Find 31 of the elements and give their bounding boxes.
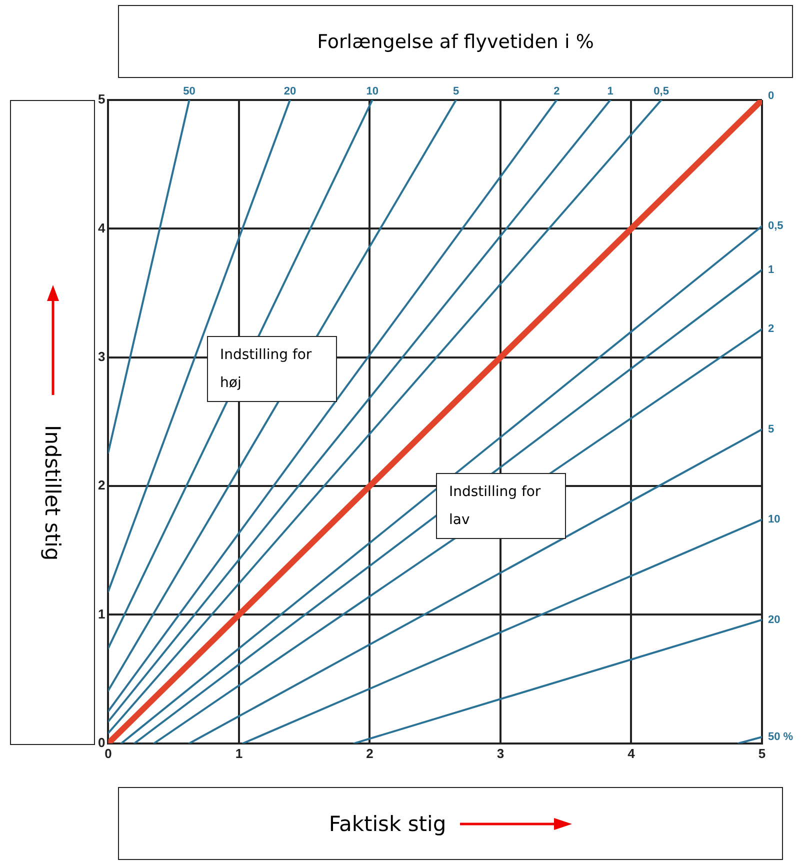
series-label: 2 [768,323,774,336]
annotation: Indstilling for lav [436,473,566,539]
series-label: 20 [284,86,296,98]
series-label: 1 [768,264,774,276]
chart-title: Forlængelse af flyvetiden i % [317,30,594,52]
x-tick-label: 4 [628,746,636,761]
y-axis-title: Indstillet stig [40,424,64,560]
x-tick-label: 2 [366,746,374,761]
series-label: 0,5 [768,220,784,232]
series-label: 10 [768,514,780,526]
series-label: 10 [366,86,378,98]
y-tick-label: 5 [98,92,106,107]
y-tick-label: 2 [98,478,106,493]
annotation: Indstilling for høj [207,336,337,402]
y-tick-label: 3 [98,348,106,364]
series-label: 1 [607,86,614,98]
series-label: 0 [768,90,774,102]
series-label: 2 [554,86,560,98]
series-label: 20 [768,614,780,626]
x-tick-label: 5 [758,746,766,761]
x-axis-title: Faktisk stig [328,812,446,836]
series-label: 5 [768,423,774,436]
series-label: 50 % [768,730,794,743]
x-tick-label: 1 [235,746,243,761]
y-tick-label: 0 [98,734,106,750]
y-tick-label: 4 [98,220,106,236]
series-label: 5 [452,86,460,98]
y-tick-label: 1 [98,606,106,622]
x-tick-label: 3 [496,746,504,761]
series-label: 50 [183,86,196,98]
series-label: 0,5 [654,86,669,98]
